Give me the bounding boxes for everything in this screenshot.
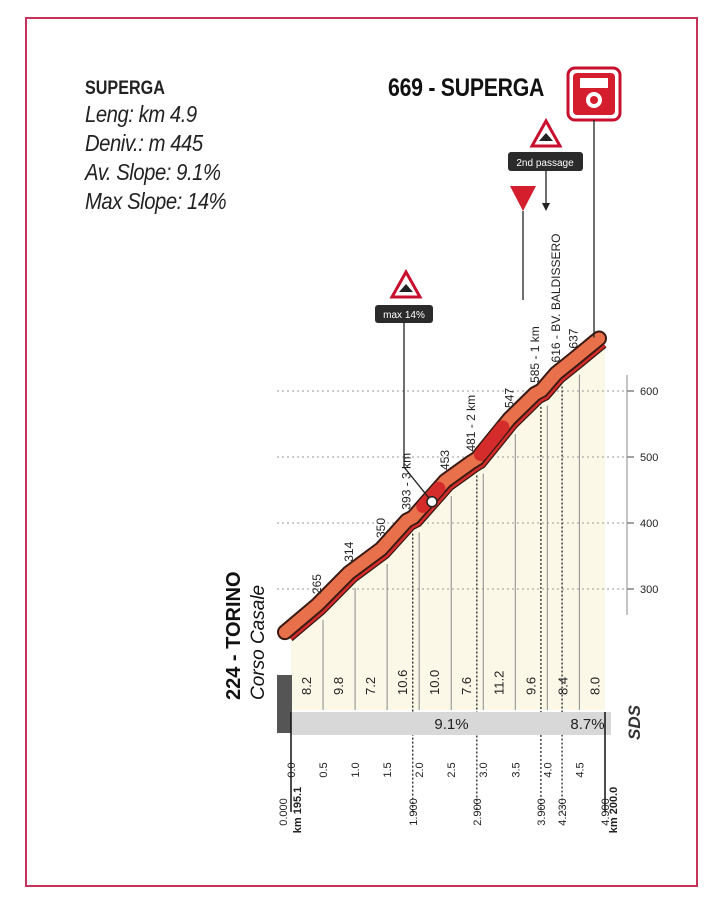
x-tick-label: 4.5 <box>574 762 586 777</box>
x-tick-label: 4.0 <box>542 762 554 777</box>
km-total-label: km 200.0 <box>608 787 620 833</box>
km-mark-label: 4.230 <box>557 798 569 826</box>
max-label-bg <box>375 305 433 323</box>
point-elevation-label: 481 - 2 km <box>464 395 478 452</box>
avg-slope-label: 9.1% <box>434 716 468 733</box>
warning-triangle-icon <box>389 268 423 299</box>
x-tick-label: 0.0 <box>286 762 298 777</box>
x-tick-label: 1.0 <box>350 762 362 777</box>
climb-max-slope: Max Slope: 14% <box>85 188 227 214</box>
profile-area <box>291 345 605 710</box>
km-mark-label: 3.900 <box>536 798 548 826</box>
profile-ribbon <box>279 332 605 639</box>
segment-gradient-label: 8.4 <box>555 677 570 695</box>
finish-flag-banner <box>580 78 608 88</box>
x-tick-label: 3.5 <box>510 762 522 777</box>
km-mark-label: 0.000 <box>278 798 290 826</box>
km-mark-label: 4.900 <box>600 798 612 826</box>
climb-length: Leng: km 4.9 <box>85 101 197 127</box>
point-elevation-label: 616 - BV. BALDISSERO <box>549 233 563 362</box>
finish-flag-icon <box>566 66 622 122</box>
avg-slope-label: 8.7% <box>570 716 604 733</box>
km-mark-label: 1.900 <box>408 798 420 826</box>
slope-band <box>291 712 611 735</box>
profile-fill-layer <box>277 345 605 733</box>
segment-gradient-label: 9.6 <box>523 677 538 695</box>
segment-gradient-label: 7.2 <box>363 677 378 695</box>
segment-gradient-label: 11.2 <box>491 671 506 695</box>
red-triangle-icon <box>510 186 536 211</box>
segment-gradient-label: 10.0 <box>427 670 442 695</box>
x-tick-label: 0.5 <box>318 762 330 777</box>
slope-band-layer: 9.1% 8.7% <box>290 712 611 812</box>
warning-triangle-glyph <box>399 284 413 292</box>
segment-gradient-label: 7.6 <box>459 677 474 695</box>
climb-elevation-gain: Deniv.: m 445 <box>85 130 203 156</box>
summit-label: 669 - SUPERGA <box>388 74 545 102</box>
x-tick-label: 2.5 <box>446 762 458 777</box>
watermark-logo: SDS <box>625 704 644 740</box>
x-tick-label: 3.0 <box>478 762 490 777</box>
profile-line <box>290 344 606 641</box>
finish-flag-dot-inner <box>590 96 598 104</box>
point-elevation-label: 637 <box>566 328 580 348</box>
red-triangle-shape <box>510 186 536 211</box>
point-elevation-label: 453 <box>438 450 452 470</box>
segment-gradient-label: 10.6 <box>395 670 410 695</box>
y-tick-label: 500 <box>640 452 658 464</box>
point-elevation-label: 314 <box>342 541 356 561</box>
y-tick-label: 300 <box>640 584 658 596</box>
passage-arrow <box>542 203 550 211</box>
passage-label: 2nd passage <box>516 158 574 169</box>
climb-name: SUPERGA <box>85 78 165 99</box>
point-elevation-label: 585 - 1 km <box>528 326 542 383</box>
point-elevation-label: 265 <box>310 574 324 594</box>
label-layer: 8.2 9.8 7.2 10.6 10.0 7.6 11.2 9.6 8.4 8.0 265 314 3… <box>223 233 644 833</box>
y-tick-label: 600 <box>640 386 658 398</box>
point-elevation-label: 350 <box>374 518 388 538</box>
profile-line-layer <box>277 330 607 642</box>
max-point <box>426 496 438 508</box>
start-block <box>277 675 292 733</box>
climb-info: SUPERGA Leng: km 4.9 Deniv.: m 445 Av. S… <box>85 78 245 216</box>
segment-gradient-label: 8.2 <box>299 677 314 695</box>
start-sublabel: Corso Casale <box>248 585 269 700</box>
segment-gradient-label: 8.0 <box>587 677 602 695</box>
y-tick-label: 400 <box>640 518 658 530</box>
passage-label-bg <box>508 152 583 171</box>
profile-frame <box>25 17 698 887</box>
km-total-label: km 195.1 <box>292 787 304 833</box>
km-mark-label: 2.900 <box>472 798 484 826</box>
x-tick-label: 1.5 <box>382 762 394 777</box>
grid-layer: 300 400 500 600 <box>277 374 658 812</box>
marker-layer: max 14% 2nd passage <box>375 66 622 508</box>
max-pointer <box>403 323 433 503</box>
climb-avg-slope: Av. Slope: 9.1% <box>85 159 221 185</box>
start-label: 224 - TORINO <box>223 571 245 700</box>
max-label: max 14% <box>383 310 425 321</box>
x-tick-label: 2.0 <box>414 762 426 777</box>
warning-triangle-glyph <box>539 133 553 141</box>
segment-gradient-label: 9.8 <box>331 677 346 695</box>
point-elevation-label: 547 <box>502 388 516 408</box>
steep-section <box>473 420 510 462</box>
point-elevation-label: 393 - 3 km <box>400 453 414 510</box>
warning-triangle-icon <box>529 117 563 148</box>
